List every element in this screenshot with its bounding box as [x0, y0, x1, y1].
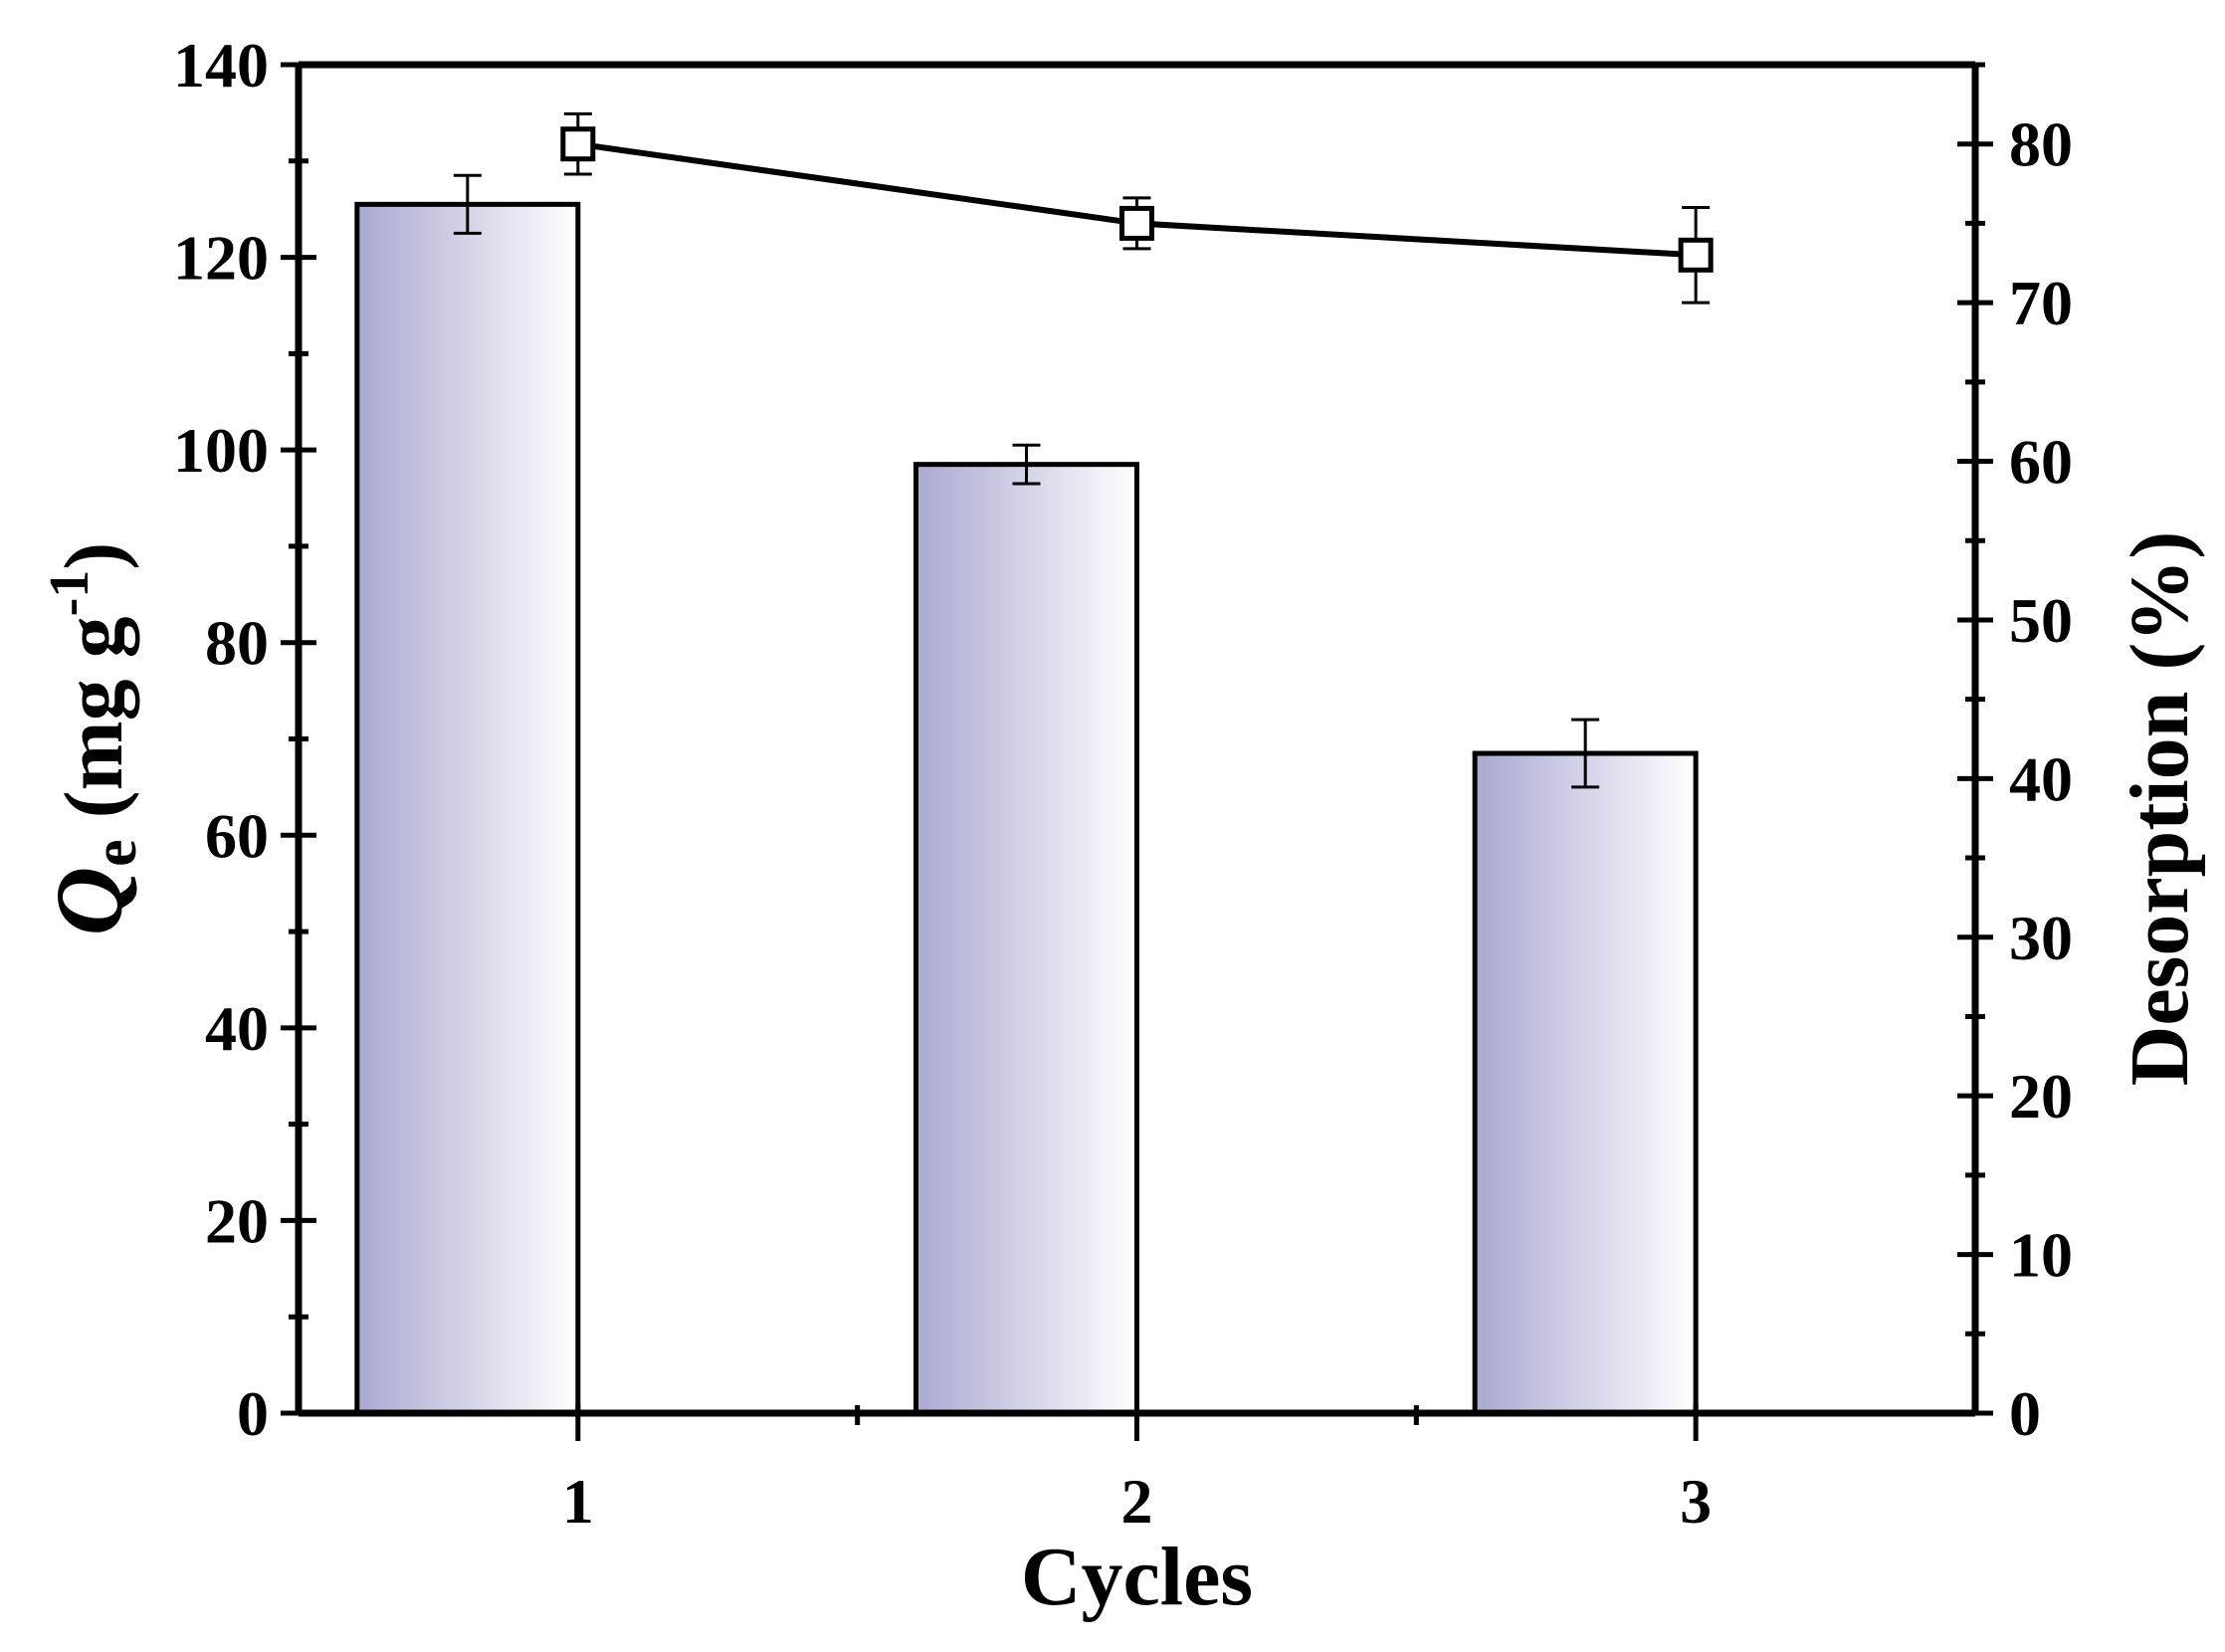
bar-error-cycle-2 — [1012, 443, 1041, 486]
right-tick-label: 40 — [2009, 743, 2073, 814]
bar-error-cycle-3 — [1571, 718, 1600, 789]
right-tick-label: 30 — [2009, 903, 2073, 973]
right-tick-label: 70 — [2009, 268, 2073, 338]
desorption-point-cycle-2 — [1119, 205, 1154, 241]
x-tick-label: 3 — [1680, 1466, 1712, 1537]
left-tick-label: 20 — [205, 1185, 269, 1256]
left-tick-label: 100 — [173, 415, 269, 486]
desorption-series — [560, 111, 1714, 305]
left-tick-label: 120 — [173, 223, 269, 294]
tick-labels: 0 20 40 60 80 100 120 140 0 10 20 30 40 50 60 70 80 1 2 3 — [173, 30, 2073, 1537]
right-tick-label: 80 — [2009, 109, 2073, 180]
right-tick-label: 0 — [2009, 1378, 2041, 1449]
left-y-axis-title: Qe (mg g-1) — [36, 542, 149, 935]
bar-error-cycle-1 — [453, 173, 482, 235]
right-tick-label: 60 — [2009, 427, 2073, 498]
left-y-axis-subscript: e — [82, 839, 149, 867]
x-tick-label: 1 — [562, 1466, 594, 1537]
left-tick-label: 0 — [237, 1378, 269, 1449]
x-tick-label: 2 — [1121, 1466, 1153, 1537]
left-tick-label: 80 — [205, 608, 269, 679]
left-y-axis-unit-suffix: ) — [48, 542, 140, 570]
desorption-point-cycle-1 — [560, 126, 596, 162]
bars-layer — [354, 201, 1699, 1416]
right-tick-label: 20 — [2009, 1061, 2073, 1132]
bar-cycle-1 — [354, 201, 581, 1416]
bar-error-bars — [453, 173, 1600, 789]
x-axis-title: Cycles — [1021, 1531, 1253, 1623]
right-tick-label: 50 — [2009, 585, 2073, 656]
left-y-axis-symbol: Q — [36, 867, 142, 935]
bar-cycle-3 — [1472, 750, 1699, 1416]
left-y-axis-superscript: -1 — [39, 570, 101, 617]
right-tick-label: 10 — [2009, 1220, 2073, 1291]
ticks — [281, 62, 1993, 1441]
left-tick-label: 40 — [205, 993, 269, 1064]
desorption-point-cycle-3 — [1678, 237, 1714, 273]
right-y-axis-title: Desorption (%) — [2114, 531, 2206, 1087]
left-y-axis-unit-prefix: (mg g — [48, 616, 140, 839]
left-tick-label: 60 — [205, 800, 269, 871]
left-tick-label: 140 — [173, 30, 269, 101]
bar-cycle-2 — [913, 462, 1139, 1416]
